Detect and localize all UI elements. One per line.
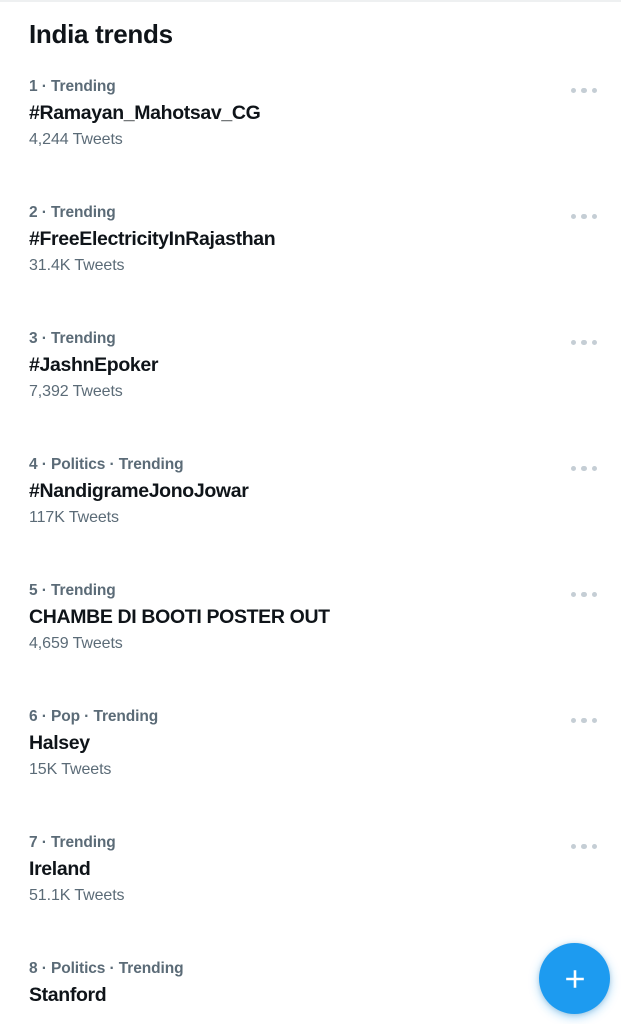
- more-dot: [570, 465, 577, 472]
- trend-row[interactable]: 8 · Politics · Trending Stanford: [0, 959, 621, 1024]
- trend-tweet-count: 15K Tweets: [29, 760, 112, 778]
- trend-row[interactable]: 4 · Politics · Trending #NandigrameJonoJo…: [0, 455, 621, 581]
- more-horizontal-icon[interactable]: [563, 835, 605, 859]
- trend-row[interactable]: 6 · Pop · Trending Halsey 15K Tweets: [0, 707, 621, 833]
- trend-meta: 7 · Trending: [29, 833, 116, 851]
- trend-name: Ireland: [29, 857, 91, 880]
- more-dot: [570, 717, 577, 724]
- more-dot: [591, 339, 598, 346]
- trend-tweet-count: 31.4K Tweets: [29, 256, 125, 274]
- more-dot: [591, 87, 598, 94]
- trend-meta: 6 · Pop · Trending: [29, 707, 159, 725]
- trend-tweet-count: 51.1K Tweets: [29, 886, 125, 904]
- trend-row[interactable]: 3 · Trending #JashnEpoker 7,392 Tweets: [0, 329, 621, 455]
- trend-name: CHAMBE DI BOOTI POSTER OUT: [29, 605, 330, 628]
- more-dot: [581, 465, 587, 472]
- plus-icon: [561, 965, 589, 993]
- more-dot: [591, 213, 598, 220]
- more-horizontal-icon[interactable]: [563, 583, 605, 607]
- more-dot: [581, 717, 587, 724]
- trend-name: #JashnEpoker: [29, 353, 159, 376]
- more-horizontal-icon[interactable]: [563, 709, 605, 733]
- more-horizontal-icon[interactable]: [563, 79, 605, 103]
- more-dot: [591, 591, 598, 598]
- more-dot: [581, 843, 587, 850]
- more-dot: [591, 717, 598, 724]
- more-dot: [591, 465, 598, 472]
- more-dot: [570, 213, 577, 220]
- trend-row[interactable]: 7 · Trending Ireland 51.1K Tweets: [0, 833, 621, 959]
- trend-meta: 5 · Trending: [29, 581, 116, 599]
- trend-row[interactable]: 2 · Trending #FreeElectricityInRajasthan 3…: [0, 203, 621, 329]
- more-horizontal-icon[interactable]: [563, 205, 605, 229]
- trend-tweet-count: 4,244 Tweets: [29, 130, 123, 148]
- trend-meta: 8 · Politics · Trending: [29, 959, 184, 977]
- trend-name: #NandigrameJonoJowar: [29, 479, 249, 502]
- more-dot: [581, 213, 587, 220]
- more-dot: [570, 843, 577, 850]
- more-dot: [591, 843, 598, 850]
- page-title: India trends: [29, 19, 173, 49]
- trend-meta: 3 · Trending: [29, 329, 116, 347]
- trend-meta: 1 · Trending: [29, 77, 116, 95]
- trend-tweet-count: 117K Tweets: [29, 508, 119, 526]
- more-dot: [570, 87, 577, 94]
- trend-name: #FreeElectricityInRajasthan: [29, 227, 276, 250]
- trend-meta: 2 · Trending: [29, 203, 116, 221]
- trend-name: Halsey: [29, 731, 90, 754]
- trend-meta: 4 · Politics · Trending: [29, 455, 184, 473]
- trend-row[interactable]: 5 · Trending CHAMBE DI BOOTI POSTER OUT 4,…: [0, 581, 621, 707]
- trend-name: #Ramayan_Mahotsav_CG: [29, 101, 261, 124]
- more-dot: [570, 339, 577, 346]
- trend-row[interactable]: 1 · Trending #Ramayan_Mahotsav_CG 4,244 Tw…: [0, 77, 621, 203]
- trend-tweet-count: 4,659 Tweets: [29, 634, 123, 652]
- more-dot: [581, 87, 587, 94]
- more-dot: [581, 339, 587, 346]
- trends-list: 1 · Trending #Ramayan_Mahotsav_CG 4,244 Tw…: [0, 77, 621, 1024]
- more-dot: [570, 591, 577, 598]
- trend-tweet-count: 7,392 Tweets: [29, 382, 123, 400]
- more-dot: [581, 591, 587, 598]
- more-horizontal-icon[interactable]: [563, 331, 605, 355]
- compose-tweet-button[interactable]: [539, 943, 610, 1014]
- more-horizontal-icon[interactable]: [563, 457, 605, 481]
- trend-name: Stanford: [29, 983, 107, 1006]
